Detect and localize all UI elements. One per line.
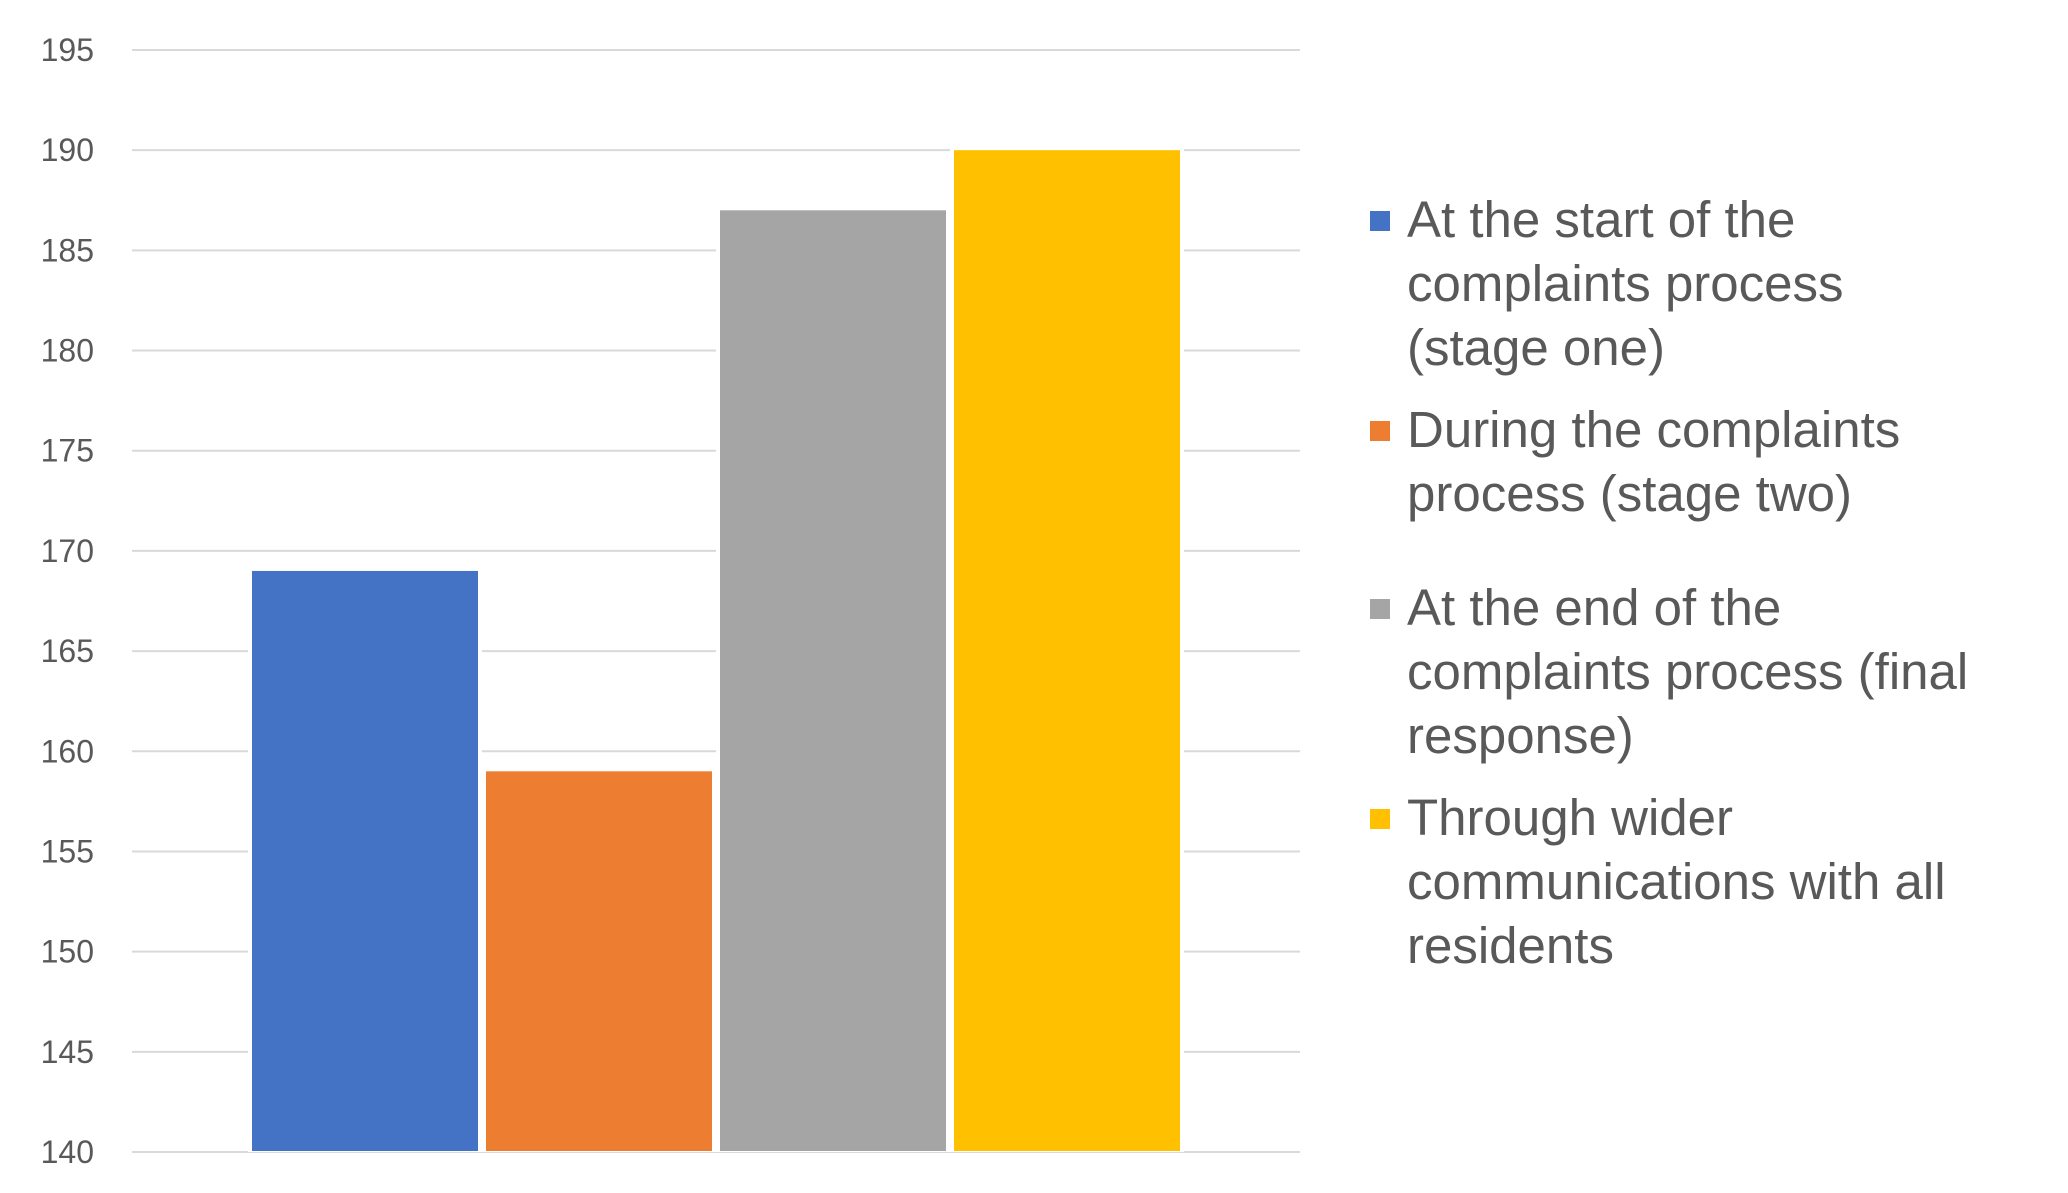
bar-4: [954, 150, 1180, 1151]
y-tick-label-185: 185: [41, 232, 94, 268]
legend-swatch-wider-communications: [1370, 809, 1390, 829]
y-tick-label-175: 175: [41, 433, 94, 469]
y-tick-label-165: 165: [41, 633, 94, 669]
legend: At the start of the complaints process (…: [1370, 188, 2030, 978]
y-tick-label-170: 170: [41, 533, 94, 569]
legend-item-wider-communications: Through wider communications with all re…: [1370, 786, 2030, 978]
y-tick-label-145: 145: [41, 1034, 94, 1070]
bar-3: [720, 210, 946, 1152]
y-tick-label-150: 150: [41, 934, 94, 970]
y-tick-label-140: 140: [41, 1134, 94, 1170]
y-tick-label-190: 190: [41, 132, 94, 168]
legend-label-stage-one: At the start of the complaints process (…: [1407, 191, 1844, 376]
y-tick-label-195: 195: [41, 32, 94, 68]
bars: [248, 146, 1184, 1153]
legend-swatch-stage-one: [1370, 211, 1390, 231]
legend-item-final-response: At the end of the complaints process (fi…: [1370, 576, 2030, 768]
legend-item-stage-one: At the start of the complaints process (…: [1370, 188, 2030, 380]
bar-1: [252, 570, 478, 1151]
y-tick-label-155: 155: [41, 833, 94, 869]
y-tick-label-180: 180: [41, 333, 94, 369]
y-axis-tick-labels: 140 145 150 155 160 165 170 175 180 185 190 195: [41, 32, 94, 1170]
legend-swatch-final-response: [1370, 599, 1390, 619]
y-tick-label-160: 160: [41, 733, 94, 769]
legend-item-stage-two: During the complaints process (stage two…: [1370, 398, 2030, 526]
bar-2: [486, 771, 712, 1151]
legend-label-wider-communications: Through wider communications with all re…: [1407, 789, 1946, 974]
legend-label-stage-two: During the complaints process (stage two…: [1407, 401, 1901, 522]
legend-swatch-stage-two: [1370, 421, 1390, 441]
legend-label-final-response: At the end of the complaints process (fi…: [1407, 579, 1969, 764]
